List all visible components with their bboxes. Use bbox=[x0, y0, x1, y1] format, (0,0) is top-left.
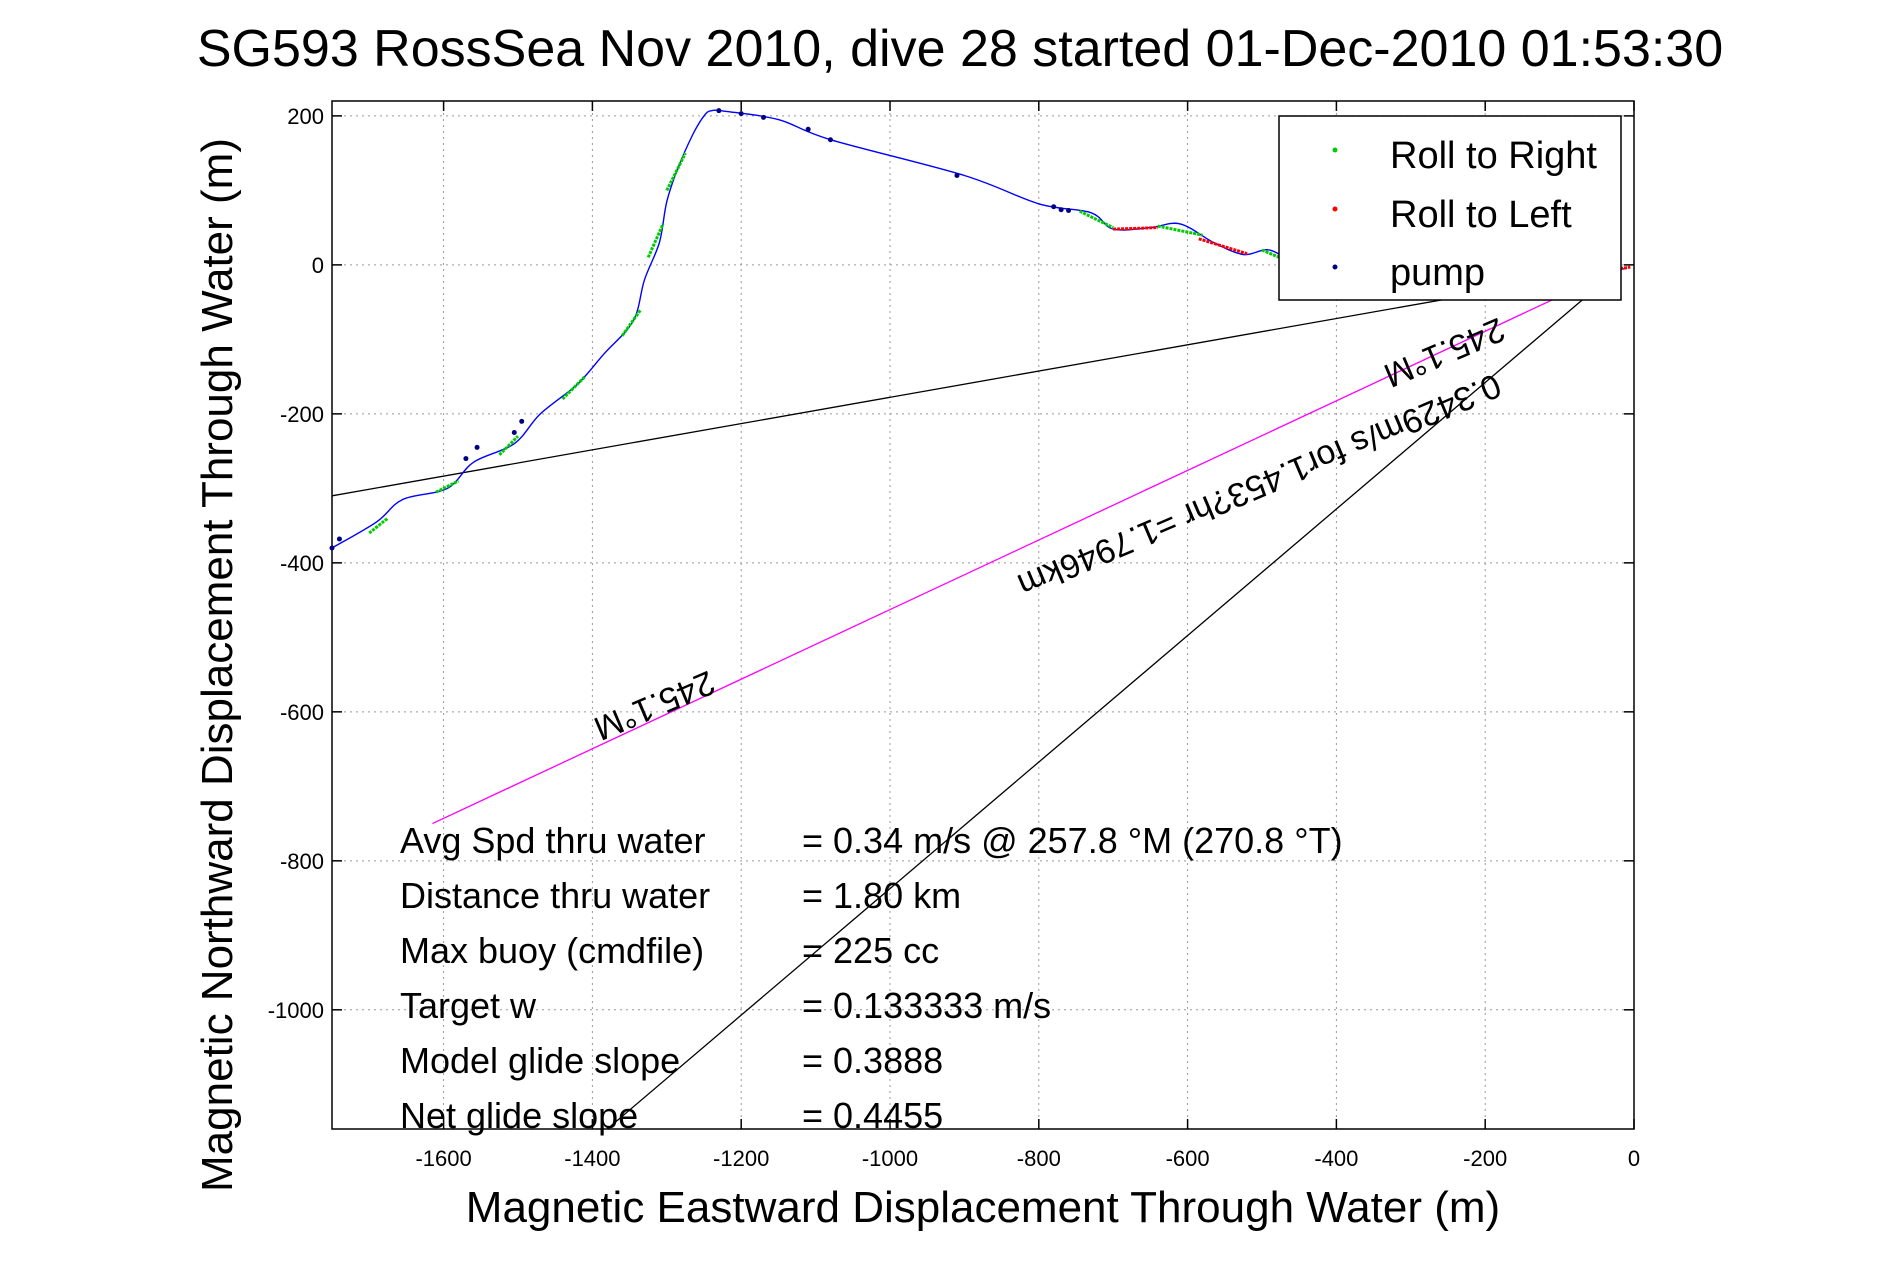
pump-point bbox=[827, 137, 833, 143]
y-axis-label: Magnetic Northward Displacement Through … bbox=[193, 138, 242, 1192]
roll-right-segment bbox=[1157, 224, 1203, 237]
stat-label-avg-speed: Avg Spd thru water bbox=[400, 820, 706, 861]
stat-value-max-buoy: = 225 cc bbox=[802, 930, 939, 971]
stat-label-net-glide: Net glide slope bbox=[400, 1095, 638, 1136]
legend-marker-roll-left bbox=[1332, 206, 1338, 212]
stat-label-max-buoy: Max buoy (cmdfile) bbox=[400, 930, 704, 971]
pump-point bbox=[474, 444, 480, 450]
stat-value-target-w: = 0.133333 m/s bbox=[802, 985, 1051, 1026]
x-tick-label: -800 bbox=[1017, 1146, 1061, 1171]
stat-value-net-glide: = 0.4455 bbox=[802, 1095, 943, 1136]
stat-value-distance: = 1.80 km bbox=[802, 875, 961, 916]
y-tick-label: -200 bbox=[280, 402, 324, 427]
pump-point bbox=[519, 418, 525, 424]
pump-point bbox=[336, 536, 342, 542]
roll-right-segment bbox=[620, 308, 643, 337]
chart-title: SG593 RossSea Nov 2010, dive 28 started … bbox=[197, 20, 1723, 78]
roll-right-segment bbox=[561, 375, 587, 401]
y-tick-label: 200 bbox=[287, 104, 324, 129]
legend-marker-pump bbox=[1332, 264, 1338, 270]
tick-labels: -1600 -1400 -1200 -1000 -800 -600 -400 -200 0 200… bbox=[268, 104, 1640, 1171]
x-tick-label: -200 bbox=[1463, 1146, 1507, 1171]
plot-area-frame bbox=[331, 100, 1635, 1130]
roll-right-segment bbox=[368, 517, 389, 535]
x-tick-label: -1400 bbox=[564, 1146, 620, 1171]
heading-line-black-upper bbox=[331, 267, 1620, 497]
pump-markers bbox=[329, 108, 1072, 551]
roll-right-segment bbox=[498, 435, 520, 456]
stat-label-target-w: Target w bbox=[400, 985, 537, 1026]
x-tick-label: 0 bbox=[1628, 1146, 1640, 1171]
y-tick-label: -400 bbox=[280, 551, 324, 576]
heading-line-black-lower bbox=[606, 268, 1620, 1130]
legend-label-roll-left: Roll to Left bbox=[1390, 194, 1572, 236]
heading-lines bbox=[331, 267, 1620, 1130]
legend-label-roll-right: Roll to Right bbox=[1390, 135, 1597, 177]
x-tick-label: -1000 bbox=[862, 1146, 918, 1171]
x-tick-label: -1600 bbox=[415, 1146, 471, 1171]
y-tick-label: -1000 bbox=[268, 998, 324, 1023]
y-tick-label: -800 bbox=[280, 849, 324, 874]
roll-right-segment bbox=[435, 479, 460, 494]
y-tick-label: -600 bbox=[280, 700, 324, 725]
roll-right-segment bbox=[646, 223, 665, 259]
x-tick-label: -1200 bbox=[713, 1146, 769, 1171]
x-axis-label: Magnetic Eastward Displacement Through W… bbox=[466, 1183, 1500, 1232]
heading-line-magenta bbox=[432, 268, 1620, 825]
x-tick-label: -400 bbox=[1314, 1146, 1358, 1171]
legend-marker-roll-right bbox=[1332, 147, 1338, 153]
legend-label-pump: pump bbox=[1390, 252, 1485, 294]
stat-label-distance: Distance thru water bbox=[400, 875, 710, 916]
pump-point bbox=[954, 172, 960, 178]
stat-label-model-glide: Model glide slope bbox=[400, 1040, 680, 1081]
pump-point bbox=[329, 545, 335, 551]
pump-point bbox=[805, 126, 811, 132]
legend: Roll to Right Roll to Left pump bbox=[1278, 115, 1622, 301]
y-tick-label: 0 bbox=[312, 253, 324, 278]
x-tick-label: -600 bbox=[1166, 1146, 1210, 1171]
pump-point bbox=[1051, 204, 1057, 210]
stats-block: Avg Spd thru water = 0.34 m/s @ 257.8 °M… bbox=[400, 820, 1343, 1136]
pump-point bbox=[1066, 208, 1072, 214]
roll-left-segment bbox=[1198, 237, 1248, 256]
roll-right-segment bbox=[665, 152, 687, 192]
pump-point bbox=[761, 114, 767, 120]
stat-value-model-glide: = 0.3888 bbox=[802, 1040, 943, 1081]
roll-right-segment bbox=[1079, 209, 1114, 229]
stat-value-avg-speed: = 0.34 m/s @ 257.8 °M (270.8 °T) bbox=[802, 820, 1343, 861]
grid-lines bbox=[332, 101, 1634, 1129]
pump-point bbox=[716, 108, 722, 114]
roll-left-segment bbox=[1113, 226, 1158, 231]
pump-point bbox=[511, 429, 517, 435]
pump-point bbox=[463, 456, 469, 462]
pump-point bbox=[1058, 207, 1064, 213]
pump-point bbox=[738, 111, 744, 117]
